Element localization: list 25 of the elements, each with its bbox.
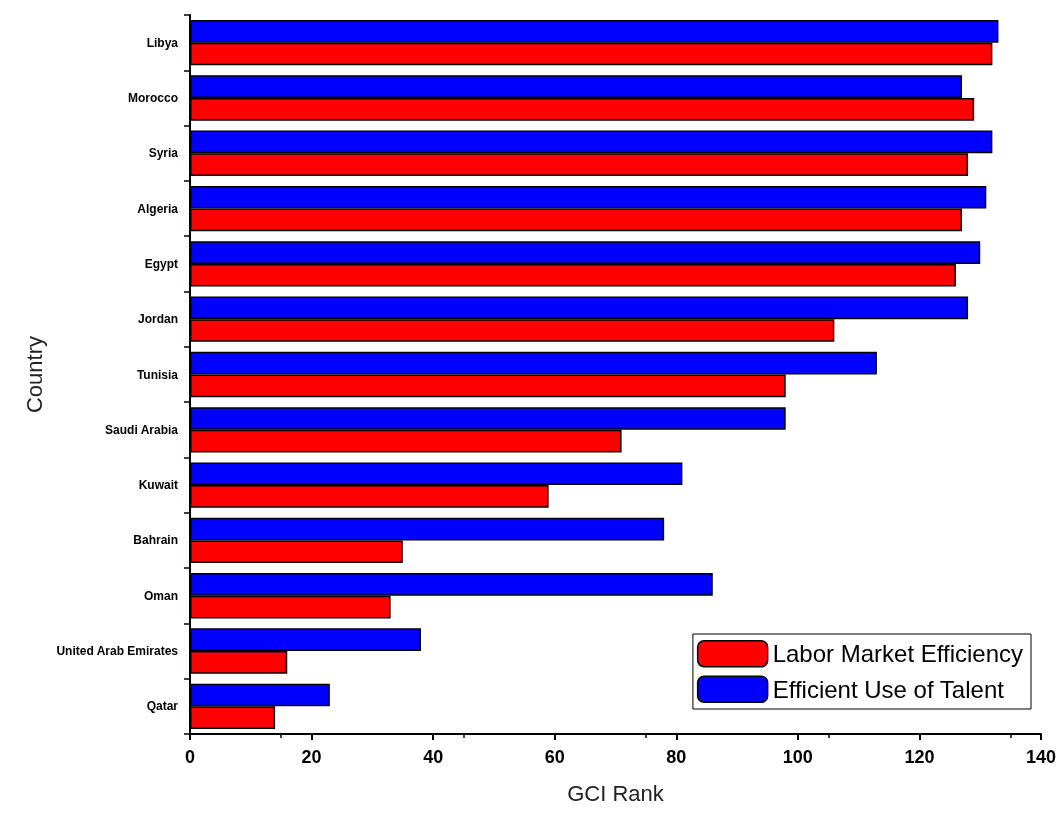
y-tick-label: Tunisia [136, 367, 179, 382]
legend-label: Labor Market Efficiency [772, 640, 1024, 668]
x-tick-label: 120 [904, 747, 935, 767]
x-tick-label: 20 [301, 747, 322, 767]
y-tick-label: Morocco [127, 90, 178, 105]
y-tick-label: Bahrain [133, 533, 178, 548]
y-axis-title: Country [21, 335, 47, 414]
y-tick-label: Jordan [137, 312, 178, 327]
y-tick-label: Saudi Arabia [105, 422, 179, 437]
x-tick-label: 60 [544, 747, 565, 767]
y-tick-label: Syria [148, 146, 179, 161]
x-tick-label: 0 [184, 747, 196, 767]
y-tick-label: Libya [146, 35, 179, 50]
y-tick-label: Algeria [137, 201, 179, 216]
y-tick-label: Egypt [144, 256, 178, 271]
x-axis-title: GCI Rank [567, 780, 665, 806]
x-tick-label: 100 [782, 747, 813, 767]
y-tick-label: Oman [143, 588, 178, 603]
x-tick-label: 140 [1025, 747, 1057, 767]
y-tick-label: Kuwait [138, 478, 178, 493]
x-tick-label: 40 [423, 747, 444, 767]
y-tick-label: United Arab Emirates [56, 644, 179, 659]
legend-label: Efficient Use of Talent [772, 675, 1005, 703]
x-tick-label: 80 [666, 747, 687, 767]
y-tick-label: Qatar [146, 699, 179, 714]
